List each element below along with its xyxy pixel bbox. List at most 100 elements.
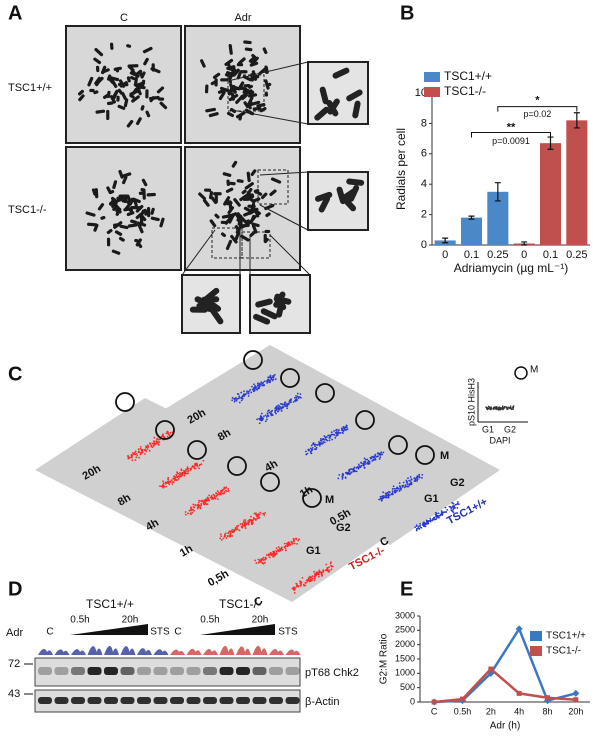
cell-dot (184, 470, 186, 473)
chromosome (228, 93, 239, 102)
y-tick-label: 0 (410, 696, 415, 706)
cell-dot (161, 485, 163, 488)
cell-dot (381, 497, 384, 500)
x-tick-label: 0 (521, 249, 527, 261)
cell-dot (198, 467, 200, 470)
cell-dot (280, 410, 283, 412)
zoom-connector (259, 171, 309, 176)
band (87, 667, 102, 675)
chromosome (247, 187, 253, 194)
chromosome (133, 76, 138, 87)
phase-label: G2 (336, 522, 351, 534)
cell-dot (297, 539, 300, 542)
cell-dot (310, 579, 313, 582)
cell-dot (268, 411, 271, 414)
cell-dot (295, 582, 298, 585)
cell-dot (486, 408, 489, 411)
x-axis-label: Adr (h) (490, 721, 521, 732)
chromosome (198, 192, 206, 201)
gate-circle (115, 392, 135, 412)
cell-dot (326, 436, 328, 438)
chromosome (235, 111, 246, 119)
chromosome (251, 214, 256, 221)
cell-dot (256, 517, 259, 520)
cell-dot (180, 473, 183, 476)
chromosome (252, 106, 262, 111)
cell-dot (223, 492, 225, 495)
cell-dot (252, 388, 255, 391)
cell-dot (398, 488, 401, 490)
cell-dot (314, 575, 316, 578)
cell-dot (267, 415, 270, 417)
cell-dot (238, 529, 241, 532)
cell-dot (485, 406, 487, 408)
bar (460, 217, 483, 245)
cell-dot (373, 454, 376, 457)
chromosome (134, 238, 141, 244)
chromosome (248, 84, 254, 89)
chromosome (101, 68, 110, 74)
cell-dot (452, 505, 455, 507)
group-label: TSC1+/+ (86, 597, 134, 611)
cell-dot (280, 402, 282, 405)
chromosome (106, 101, 114, 106)
y-tick-label: 500 (400, 682, 415, 692)
cell-dot (285, 405, 288, 408)
cell-dot (344, 476, 347, 479)
cell-dot (418, 475, 421, 478)
cell-dot (338, 431, 341, 434)
cell-dot (259, 511, 262, 514)
cell-dot (406, 483, 409, 485)
cell-dot (284, 547, 287, 550)
chromosome (141, 178, 148, 187)
cell-dot (452, 508, 455, 511)
cell-dot (216, 493, 219, 496)
histogram (236, 646, 251, 655)
cell-dot (165, 482, 168, 484)
chromosome (159, 217, 165, 228)
cell-dot (324, 436, 327, 438)
chromosome (352, 100, 361, 119)
zoom-connector (181, 229, 216, 276)
cell-dot (320, 572, 323, 575)
chromosome (212, 72, 221, 79)
cell-dot (260, 412, 263, 415)
cell-dot (439, 514, 442, 517)
cell-dot (204, 502, 207, 505)
chromosome (318, 195, 331, 213)
cell-dot (294, 400, 297, 403)
cell-dot (299, 393, 302, 396)
cell-dot (169, 432, 172, 434)
cell-dot (283, 403, 285, 406)
cell-dot (151, 442, 154, 445)
cell-dot (495, 406, 498, 409)
x-tick-label: 0.1 (543, 249, 558, 261)
cell-dot (235, 399, 238, 402)
cell-dot (146, 448, 149, 451)
cell-dot (384, 496, 387, 499)
cell-dot (167, 478, 169, 481)
cell-dot (136, 454, 139, 457)
cell-dot (298, 538, 301, 541)
cell-dot (363, 466, 366, 469)
chromosome (112, 90, 119, 100)
cell-dot (261, 384, 263, 387)
inset-y-label: pS10 HisH3 (466, 378, 476, 426)
error-bar (573, 112, 580, 129)
cell-dot (308, 448, 310, 451)
cell-dot (317, 575, 320, 578)
cell-dot (384, 492, 387, 495)
chromosome (232, 68, 240, 77)
cell-dot (437, 512, 440, 515)
band (120, 697, 135, 704)
cell-dot (266, 412, 269, 415)
cell-dot (257, 516, 260, 518)
cell-dot (350, 471, 353, 474)
cell-dot (275, 407, 278, 410)
chromosome (123, 98, 129, 108)
cell-dot (278, 405, 281, 408)
cell-dot (341, 478, 344, 480)
gate-circle (280, 368, 300, 388)
cell-dot (176, 471, 178, 474)
cell-dot (246, 390, 248, 393)
